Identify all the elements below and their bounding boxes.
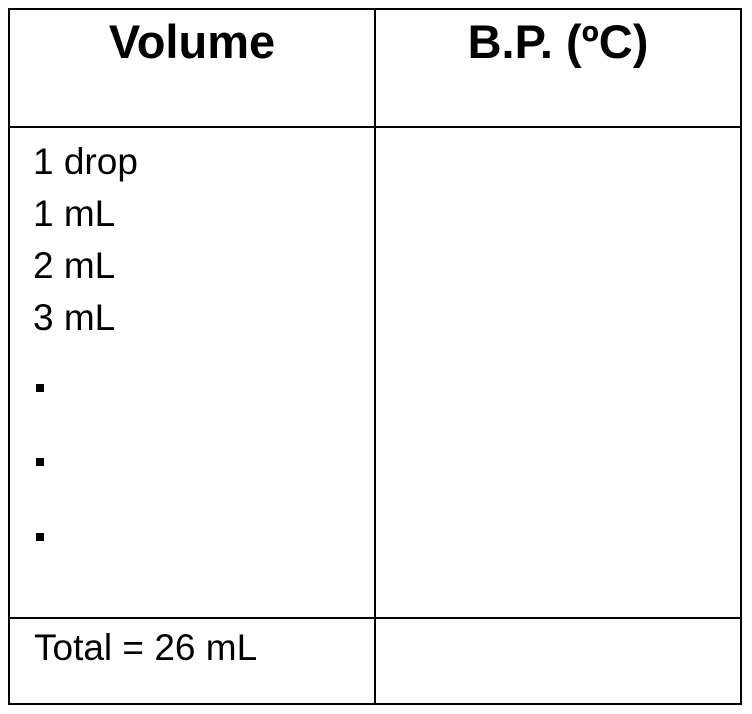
volume-entry: 3 mL: [33, 297, 116, 338]
volume-entry: 1 drop: [33, 141, 138, 182]
total-volume: Total = 26 mL: [34, 627, 258, 668]
continuation-dot: [36, 384, 44, 392]
header-boiling-point: B.P. (ºC): [467, 15, 649, 68]
volume-list: 1 drop 1 mL 2 mL 3 mL: [33, 136, 138, 344]
continuation-dot: [36, 533, 44, 541]
column-divider: [374, 8, 376, 705]
volume-entry: 2 mL: [33, 245, 116, 286]
header-volume: Volume: [108, 15, 276, 68]
volume-entry: 1 mL: [33, 193, 116, 234]
continuation-dot: [36, 458, 44, 466]
